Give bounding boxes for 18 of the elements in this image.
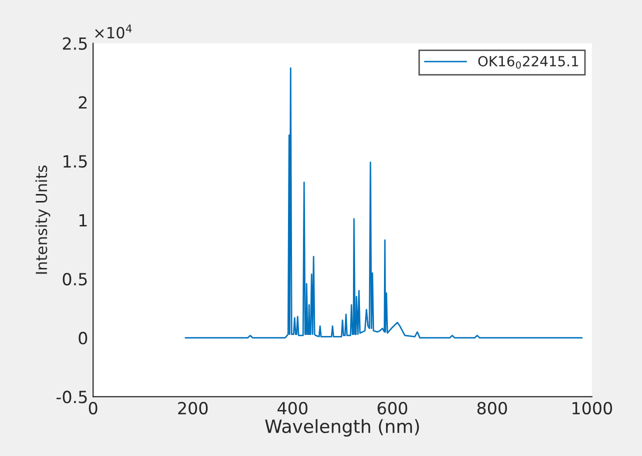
line-series — [184, 67, 583, 339]
text: ×10$^{4}$ — [95, 24, 132, 38]
x-tick-label: 1000 — [572, 402, 612, 414]
legend-label: OK16$_{0}$22415.1 — [478, 56, 578, 69]
x-tick-label: 200 — [178, 402, 208, 414]
y-tick-label: -0.5 — [56, 390, 87, 404]
x-tick-label: 400 — [278, 402, 308, 414]
y-tick-label: 1.5 — [64, 155, 87, 168]
x-tick-label: 600 — [378, 402, 408, 414]
y-tick-label: 0 — [78, 332, 88, 344]
y-tick-label: 1 — [79, 214, 87, 226]
y-tick-label: 0.5 — [62, 272, 87, 286]
y-tick-label: 2.5 — [62, 37, 87, 50]
x-tick-label: 800 — [477, 402, 507, 414]
x-axis-title: Wavelength (nm) — [265, 419, 419, 437]
x-tick-label: 0 — [88, 402, 98, 414]
y-tick-label: 2 — [78, 96, 87, 109]
y-axis-title: Intensity Units — [35, 166, 50, 274]
